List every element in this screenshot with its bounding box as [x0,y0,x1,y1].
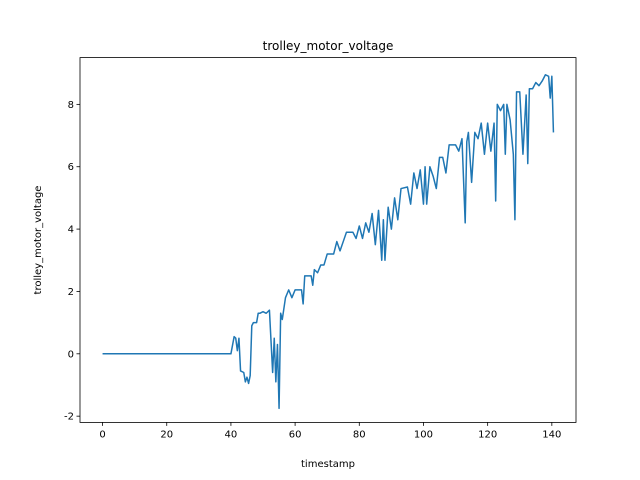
data-line [102,74,555,410]
x-axis-label: timestamp [301,459,355,470]
x-tick-label: 100 [414,429,433,440]
y-tick-label: 0 [68,349,74,360]
x-tick-label: 80 [353,429,366,440]
y-tick-label: 2 [68,287,74,298]
y-tick-label: 6 [68,162,74,173]
chart-title: trolley_motor_voltage [263,39,394,53]
y-axis-label: trolley_motor_voltage [33,186,44,295]
x-tick-label: 60 [289,429,302,440]
y-tick-label: -2 [64,412,74,423]
y-tick-label: 4 [68,225,74,236]
x-tick-label: 20 [160,429,173,440]
y-tick-label: 8 [68,100,74,111]
x-tick-label: 120 [478,429,497,440]
x-tick-label: 40 [225,429,238,440]
x-tick-label: 0 [99,429,105,440]
x-tick-label: 140 [542,429,561,440]
plot-frame [79,57,577,423]
